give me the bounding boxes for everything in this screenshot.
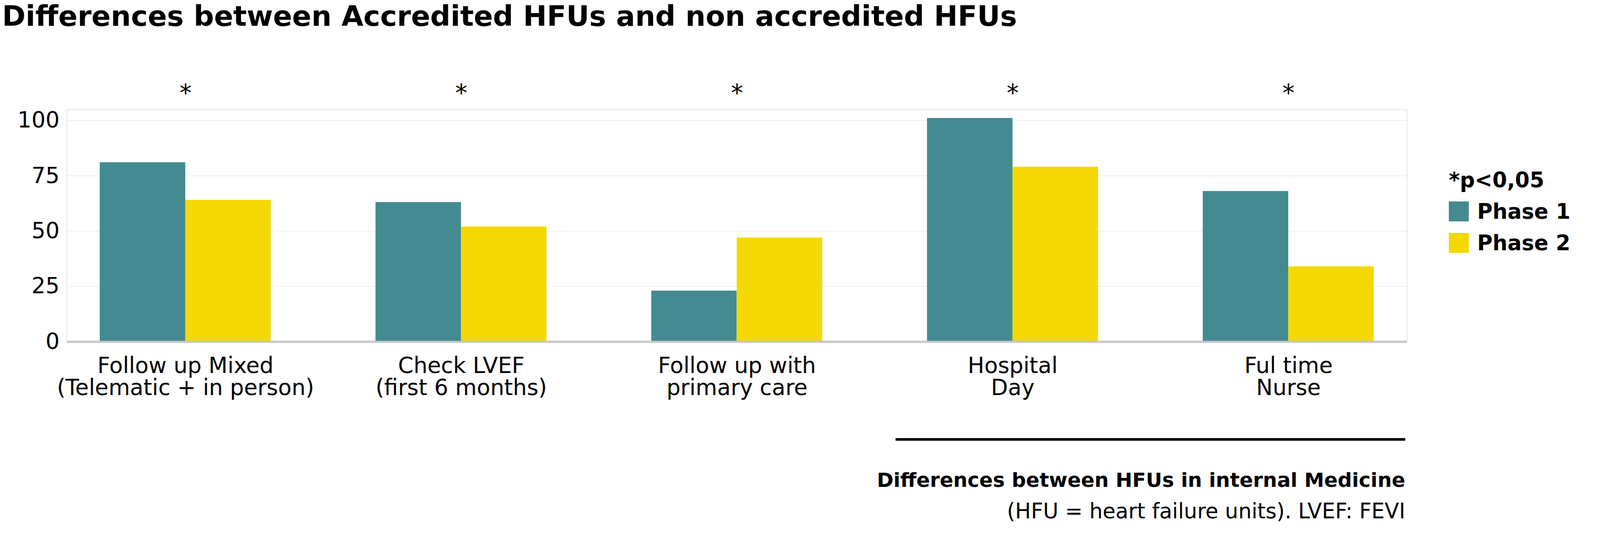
html-text:Differences between Accredited: Differences between Accredited HFUs and …: [2, 0, 1018, 33]
svg-text:*: *: [1006, 78, 1019, 108]
svg-text:100: 100: [17, 107, 60, 133]
svg-text:Follow up withprimary care: Follow up withprimary care: [658, 352, 817, 401]
html-text:Phase 1: Phase 1: [1477, 199, 1571, 224]
svg-text:HospitalDay: HospitalDay: [967, 352, 1058, 401]
svg-text:0: 0: [45, 328, 60, 355]
svg-text:*: *: [731, 78, 744, 108]
svg-text:50: 50: [31, 217, 60, 244]
svg-text:*: *: [455, 78, 468, 108]
html-text:*p<0,05: *p<0,05: [1448, 167, 1545, 193]
svg-text:Follow up Mixed(Telematic + in: Follow up Mixed(Telematic + in person): [56, 352, 314, 401]
svg-text:*: *: [179, 78, 192, 108]
svg-text:*: *: [1282, 78, 1295, 108]
svg-text:25: 25: [31, 272, 60, 299]
html-text:Differences between HFUs in in: Differences between HFUs in internal Med…: [876, 468, 1406, 492]
svg-text:75: 75: [31, 162, 60, 189]
svg-text:Ful timeNurse: Ful timeNurse: [1244, 352, 1333, 401]
html-text:Phase 2: Phase 2: [1477, 230, 1571, 256]
html-text:(HFU = heart failure units). L: (HFU = heart failure units). LVEF: FEVI: [1006, 499, 1406, 524]
svg-text:Check LVEF(first 6 months): Check LVEF(first 6 months): [375, 352, 547, 401]
